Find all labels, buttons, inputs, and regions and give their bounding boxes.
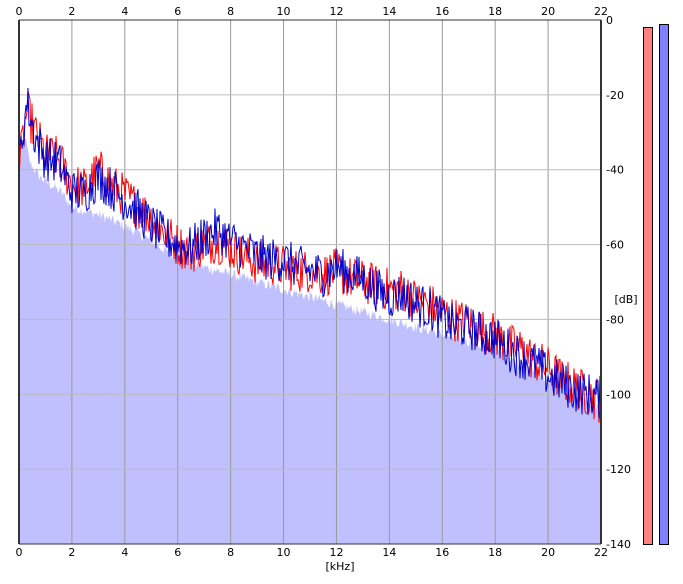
- x-tick-label-bottom: 22: [594, 546, 608, 559]
- y-tick-label: -120: [606, 463, 631, 476]
- y-tick-label: -40: [606, 164, 624, 177]
- x-tick-label-bottom: 0: [16, 546, 23, 559]
- x-tick-label-top: 6: [174, 5, 181, 18]
- y-ticks: 0 -20 -40 -60 -80 -100 -120 -140: [606, 14, 631, 551]
- x-tick-label-top: 8: [227, 5, 234, 18]
- x-tick-label-bottom: 4: [121, 546, 128, 559]
- spectrum-fill-area: [19, 132, 601, 545]
- x-tick-label-bottom: 14: [382, 546, 396, 559]
- x-tick-label-bottom: 12: [329, 546, 343, 559]
- y-tick-label: -20: [606, 89, 624, 102]
- x-tick-label-top: 16: [435, 5, 449, 18]
- x-tick-label-top: 12: [329, 5, 343, 18]
- x-tick-label-top: 14: [382, 5, 396, 18]
- x-tick-label-top: 18: [488, 5, 502, 18]
- y-tick-label: 0: [606, 14, 613, 27]
- spectrum-fill: [19, 132, 601, 545]
- x-tick-label-bottom: 20: [541, 546, 555, 559]
- y-tick-label: -140: [606, 538, 631, 551]
- x-tick-label-bottom: 2: [68, 546, 75, 559]
- y-tick-label: -80: [606, 313, 624, 326]
- x-tick-label-bottom: 10: [277, 546, 291, 559]
- x-tick-label-bottom: 16: [435, 546, 449, 559]
- x-tick-label-top: 22: [594, 5, 608, 18]
- x-ticks-bottom: 0 2 4 6 8 10 12 14 16 18 20 22: [16, 546, 609, 559]
- y-tick-label: -100: [606, 388, 631, 401]
- x-tick-label-top: 2: [68, 5, 75, 18]
- x-tick-label-top: 10: [277, 5, 291, 18]
- x-tick-label-top: 0: [16, 5, 23, 18]
- grid-lines: [19, 20, 601, 544]
- x-tick-label-bottom: 6: [174, 546, 181, 559]
- y-tick-label: -60: [606, 239, 624, 252]
- x-tick-label-bottom: 8: [227, 546, 234, 559]
- y-axis-label: [dB]: [614, 293, 637, 306]
- series-line-2: [18, 87, 602, 418]
- spectrum-series: [18, 87, 602, 423]
- x-tick-label-bottom: 18: [488, 546, 502, 559]
- x-axis-label: [kHz]: [326, 560, 355, 573]
- x-ticks-top: 0 2 4 6 8 10 12 14 16 18 20 22: [16, 5, 609, 18]
- x-tick-label-top: 20: [541, 5, 555, 18]
- x-tick-label-top: 4: [121, 5, 128, 18]
- plot-frame: [18, 19, 602, 545]
